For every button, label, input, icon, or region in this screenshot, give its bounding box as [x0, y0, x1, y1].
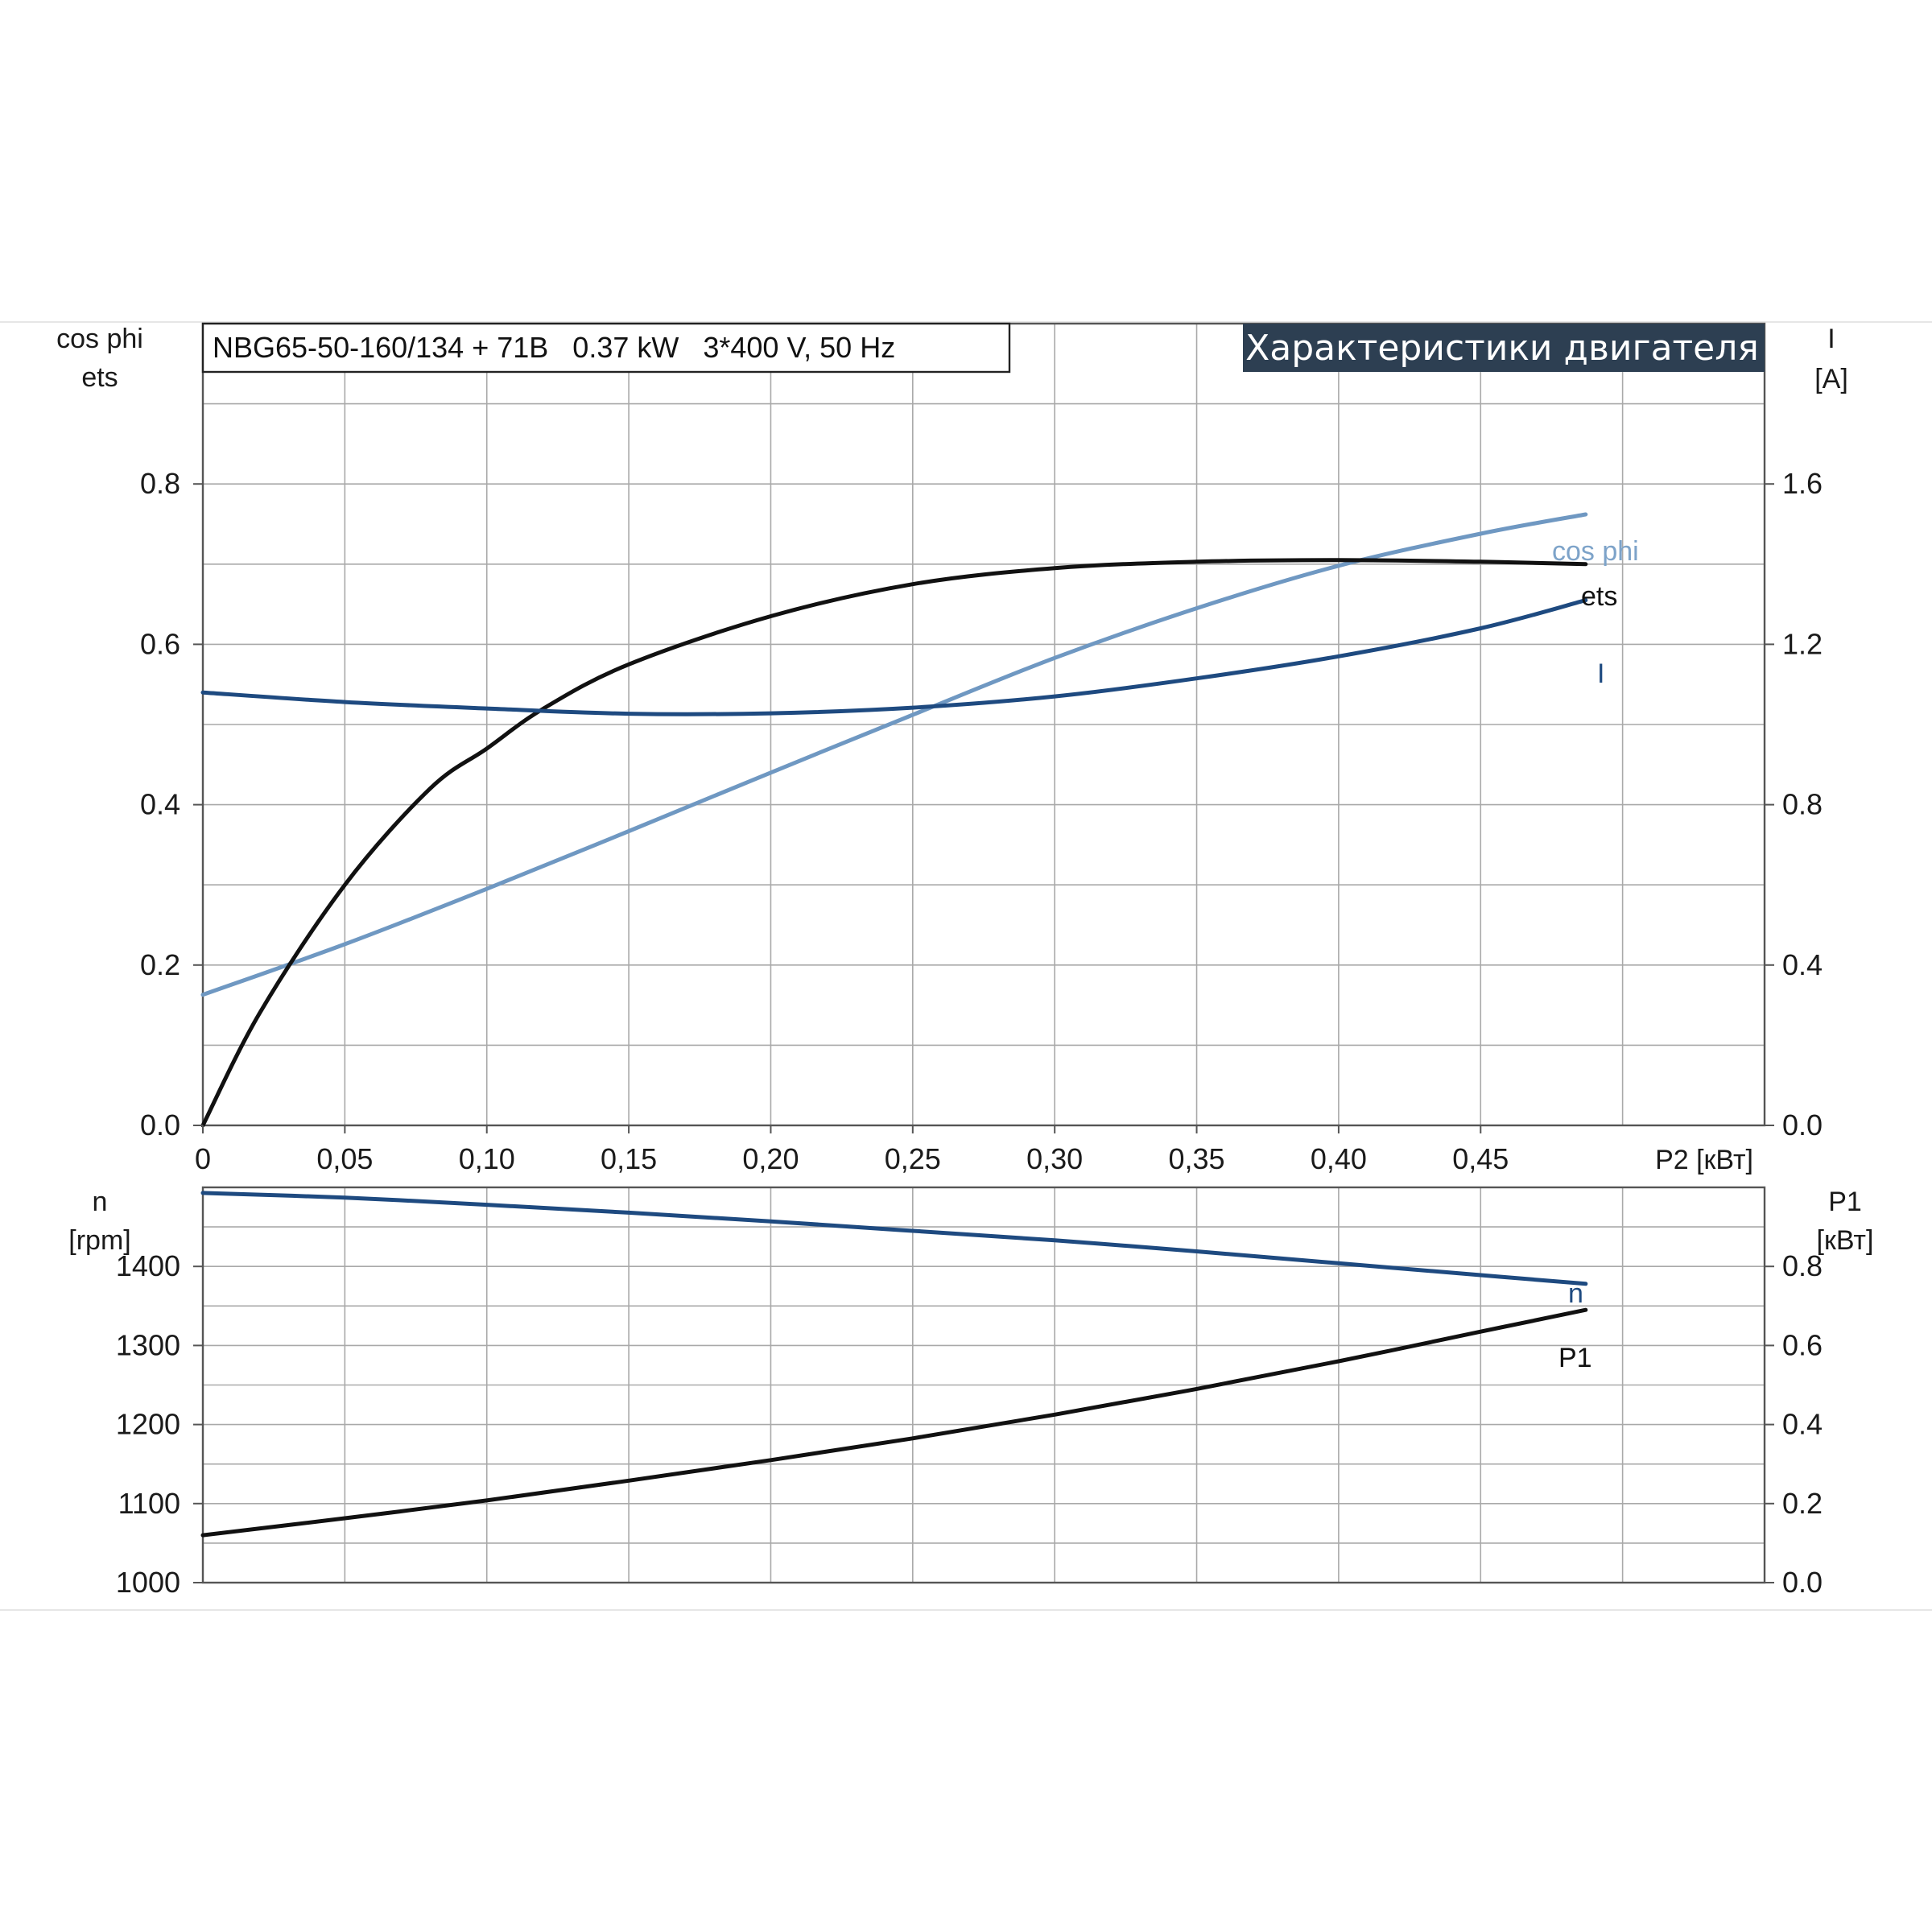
right-tick-label: 1.6 [1782, 467, 1823, 500]
x-tick-label: 0,10 [459, 1142, 515, 1175]
left-tick-label: 0.2 [140, 948, 180, 981]
x-tick-label: 0 [195, 1142, 211, 1175]
bottom-right-axis-label-1: P1 [1828, 1187, 1862, 1217]
chart-curves [200, 512, 1588, 1538]
left-tick-label: 1200 [116, 1408, 180, 1441]
series-line-ets [200, 558, 1588, 1128]
x-axis-label: P2 [кВт] [1655, 1145, 1753, 1175]
x-tick-label: 0,45 [1452, 1142, 1509, 1175]
top-right-axis-label-2: [A] [1814, 364, 1848, 394]
left-tick-label: 1300 [116, 1328, 180, 1361]
x-tick-label: 0,15 [601, 1142, 657, 1175]
x-tick-label: 0,25 [885, 1142, 941, 1175]
right-tick-label: 0.4 [1782, 948, 1823, 981]
left-tick-label: 0.4 [140, 788, 180, 821]
x-tick-label: 0,05 [316, 1142, 373, 1175]
x-tick-label: 0,35 [1169, 1142, 1225, 1175]
plot-frame [201, 1186, 1766, 1584]
left-tick-label: 0.6 [140, 627, 180, 660]
series-line-p1 [200, 1307, 1588, 1538]
top-left-axis-label-2: ets [81, 362, 118, 393]
top-left-axis-label-1: cos phi [56, 324, 143, 354]
model-label: NBG65-50-160/134 + 71B 0.37 kW 3*400 V, … [213, 331, 895, 364]
top-plot-grid [201, 322, 1766, 1127]
x-tick-label: 0,30 [1026, 1142, 1083, 1175]
series-label-ets: ets [1581, 581, 1617, 612]
bottom-right-axis-label-2: [кВт] [1817, 1225, 1874, 1256]
left-tick-label: 1000 [116, 1566, 180, 1599]
series-line-i [200, 598, 1588, 716]
x-tick-label: 0,20 [742, 1142, 799, 1175]
right-tick-label: 0.4 [1782, 1408, 1823, 1441]
top-right-axis-label-1: I [1827, 324, 1835, 354]
right-tick-label: 0.8 [1782, 1249, 1823, 1282]
model-info-box [201, 322, 1011, 374]
series-label-p1: P1 [1558, 1343, 1592, 1373]
series-label-cos-phi: cos phi [1552, 536, 1639, 567]
series-line-n [200, 1191, 1588, 1286]
right-tick-label: 0.0 [1782, 1108, 1823, 1141]
bottom-plot-grid [201, 1186, 1766, 1584]
right-tick-label: 1.2 [1782, 627, 1823, 660]
bottom-left-axis-label-2: [rpm] [68, 1225, 130, 1256]
left-tick-label: 1100 [118, 1487, 180, 1520]
series-label-n: n [1568, 1278, 1583, 1309]
left-tick-label: 0.8 [140, 467, 180, 500]
right-tick-label: 0.8 [1782, 788, 1823, 821]
bottom-left-axis-label-1: n [93, 1187, 108, 1217]
chart-title: Характеристики двигателя [1245, 328, 1759, 369]
right-tick-label: 0.0 [1782, 1566, 1823, 1599]
series-label-i: I [1597, 658, 1604, 689]
left-tick-label: 0.0 [140, 1108, 180, 1141]
right-tick-label: 0.6 [1782, 1328, 1823, 1361]
tick-labels: 0 0,05 0,10 0,15 0,20 0,25 0,30 0,35 0,40 0,45 0.0… [116, 467, 1823, 1599]
title-banner [1243, 324, 1765, 372]
right-tick-label: 0.2 [1782, 1487, 1823, 1520]
x-tick-label: 0,40 [1311, 1142, 1367, 1175]
left-tick-label: 1400 [116, 1249, 180, 1282]
